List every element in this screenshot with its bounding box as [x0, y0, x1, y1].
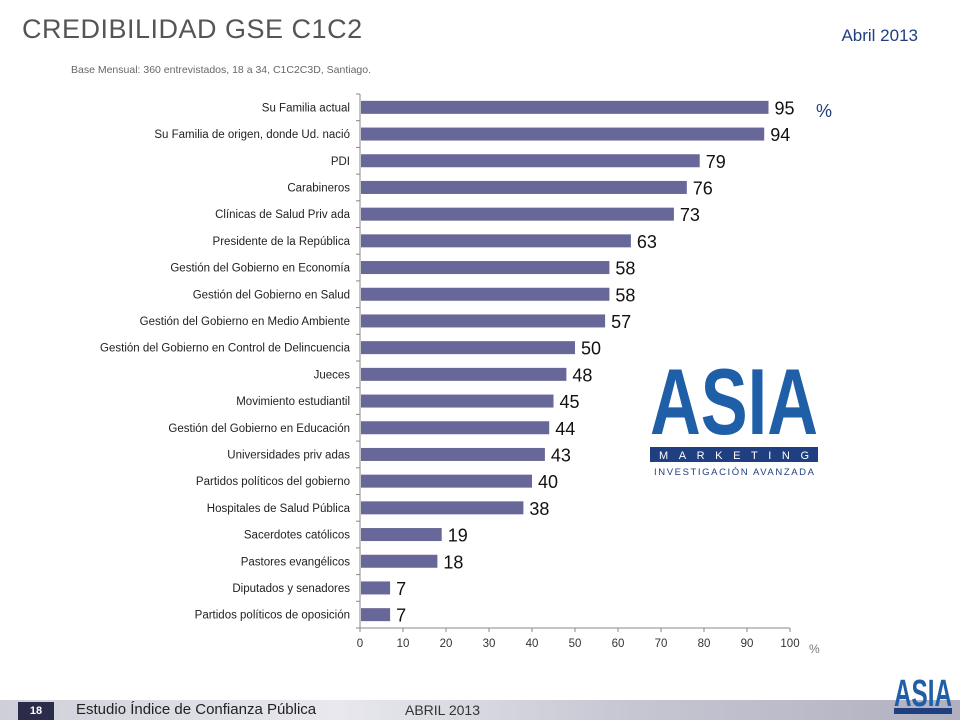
- bar: [361, 421, 550, 435]
- category-label: Universidades priv adas: [227, 449, 350, 461]
- category-label: Partidos políticos del gobierno: [196, 476, 350, 488]
- data-label: 43: [551, 445, 571, 465]
- bar: [361, 501, 524, 515]
- footer-bar: [0, 700, 960, 720]
- category-label: Partidos políticos de oposición: [195, 610, 350, 622]
- data-label: 50: [581, 339, 601, 359]
- category-label: Movimiento estudiantil: [236, 396, 350, 408]
- x-tick-label: 70: [655, 638, 668, 650]
- x-tick-label: 30: [483, 638, 496, 650]
- footer-date: ABRIL 2013: [405, 702, 480, 718]
- category-label: Gestión del Gobierno en Economía: [170, 263, 350, 275]
- bar: [361, 367, 567, 381]
- unit-label-axis: %: [809, 642, 820, 656]
- footer-study-title: Estudio Índice de Confianza Pública: [76, 701, 317, 718]
- data-label: 18: [443, 552, 463, 572]
- bar: [361, 314, 606, 328]
- category-label: Sacerdotes católicos: [244, 530, 350, 542]
- x-tick-label: 100: [780, 638, 799, 650]
- data-label: 19: [448, 526, 468, 546]
- category-label: Jueces: [314, 369, 351, 381]
- bar: [361, 100, 769, 114]
- bar: [361, 474, 532, 488]
- category-label: PDI: [331, 156, 350, 168]
- x-tick-label: 0: [357, 638, 363, 650]
- x-tick-label: 10: [397, 638, 410, 650]
- bar: [361, 528, 442, 542]
- bar: [361, 234, 631, 248]
- category-label: Clínicas de Salud Priv ada: [215, 209, 350, 221]
- bar: [361, 207, 674, 221]
- logo-tagline: INVESTIGACIÓN AVANZADA: [654, 467, 815, 478]
- unit-label-top: %: [816, 101, 832, 121]
- data-label: 57: [611, 312, 631, 332]
- category-label: Su Familia actual: [262, 102, 350, 114]
- data-label: 58: [615, 259, 635, 279]
- bar-chart: 0 10 20 30 40 50 60 70 80 90 100 Su Familia actual 9…: [100, 93, 832, 656]
- data-label: 94: [770, 125, 790, 145]
- data-label: 48: [572, 365, 592, 385]
- bar: [361, 447, 545, 461]
- category-label: Gestión del Gobierno en Salud: [193, 289, 350, 301]
- category-label: Presidente de la República: [213, 236, 351, 248]
- data-label: 44: [555, 419, 575, 439]
- category-label: Su Familia de origen, donde Ud. nació: [154, 129, 350, 141]
- logo-band: MARKETING: [659, 450, 809, 462]
- bar: [361, 554, 438, 568]
- bar: [361, 180, 687, 194]
- category-label: Gestión del Gobierno en Educación: [168, 423, 350, 435]
- logo-wordmark: ASIA: [650, 358, 818, 454]
- chart-subtitle: Base Mensual: 360 entrevistados, 18 a 34…: [71, 64, 372, 76]
- data-label: 73: [680, 205, 700, 225]
- page-number: 18: [18, 702, 54, 720]
- category-label: Gestión del Gobierno en Medio Ambiente: [140, 316, 350, 328]
- page-title: CREDIBILIDAD GSE C1C2: [22, 14, 363, 44]
- data-label: 7: [396, 579, 406, 599]
- x-tick-label: 40: [526, 638, 539, 650]
- bar: [361, 261, 610, 275]
- data-label: 63: [637, 232, 657, 252]
- bar: [361, 394, 554, 408]
- data-label: 95: [775, 98, 795, 118]
- data-label: 7: [396, 606, 406, 626]
- x-tick-label: 50: [569, 638, 582, 650]
- category-label: Diputados y senadores: [232, 583, 350, 595]
- category-label: Hospitales de Salud Pública: [207, 503, 351, 515]
- category-label: Carabineros: [287, 182, 350, 194]
- footer-asia-logo: ASIA: [894, 673, 952, 715]
- x-tick-label: 90: [741, 638, 754, 650]
- x-tick-label: 60: [612, 638, 625, 650]
- category-label: Gestión del Gobierno en Control de Delin…: [100, 343, 351, 355]
- data-label: 76: [693, 178, 713, 198]
- report-date: Abril 2013: [841, 26, 918, 45]
- bar: [361, 608, 391, 622]
- data-label: 40: [538, 472, 558, 492]
- x-tick-label: 20: [440, 638, 453, 650]
- bar: [361, 127, 765, 141]
- bar: [361, 287, 610, 301]
- category-label: Pastores evangélicos: [241, 556, 351, 568]
- bar: [361, 154, 700, 168]
- bar: [361, 581, 391, 595]
- data-label: 58: [615, 285, 635, 305]
- x-tick-label: 80: [698, 638, 711, 650]
- data-label: 38: [529, 499, 549, 519]
- data-label: 45: [560, 392, 580, 412]
- asia-marketing-logo: ASIA MARKETING INVESTIGACIÓN AVANZADA: [648, 358, 820, 478]
- bar: [361, 341, 575, 355]
- data-label: 79: [706, 152, 726, 172]
